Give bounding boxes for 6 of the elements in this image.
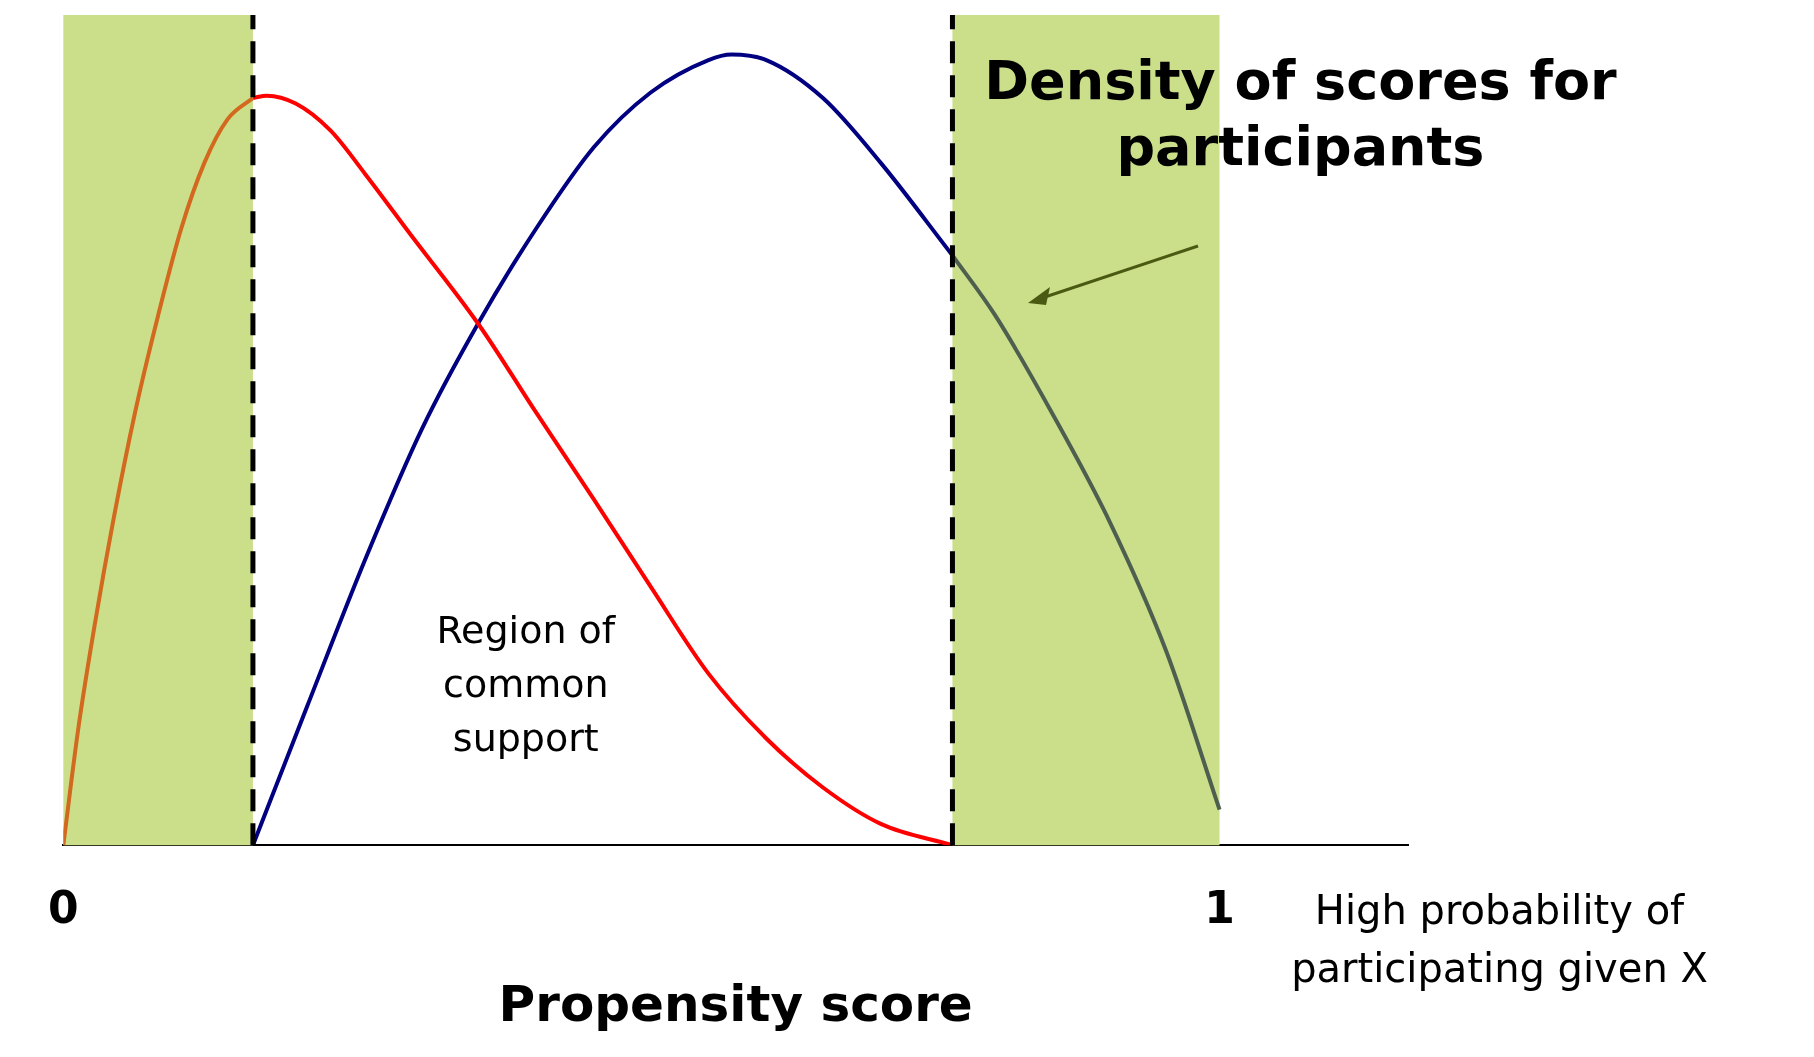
x-tick-label: 1: [1204, 882, 1235, 934]
annotation: Density of scores for participants: [984, 48, 1618, 178]
text: High probability of participating given X: [1291, 886, 1708, 991]
x-tick-label: 0: [48, 882, 79, 934]
annotation: Region of common support: [436, 607, 617, 760]
x-axis-title: Propensity score: [498, 974, 973, 1033]
